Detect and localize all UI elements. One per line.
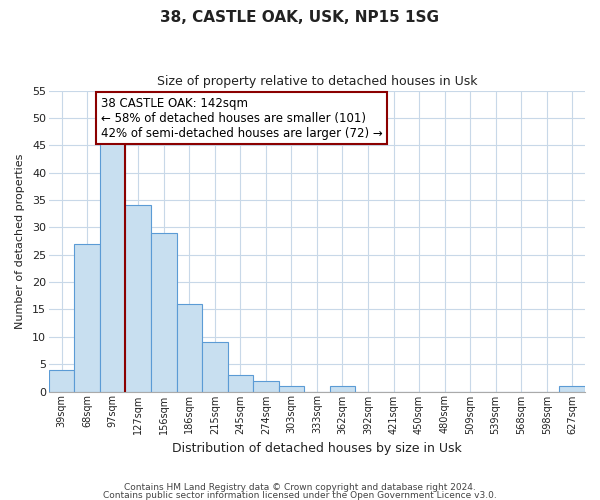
Bar [329,386,355,392]
Text: 38, CASTLE OAK, USK, NP15 1SG: 38, CASTLE OAK, USK, NP15 1SG [161,10,439,25]
Bar [559,386,585,392]
Bar [151,233,176,392]
X-axis label: Distribution of detached houses by size in Usk: Distribution of detached houses by size … [172,442,462,455]
Y-axis label: Number of detached properties: Number of detached properties [15,154,25,328]
Text: Contains HM Land Registry data © Crown copyright and database right 2024.: Contains HM Land Registry data © Crown c… [124,484,476,492]
Bar [202,342,227,392]
Text: Contains public sector information licensed under the Open Government Licence v3: Contains public sector information licen… [103,490,497,500]
Bar [253,380,278,392]
Bar [176,304,202,392]
Bar [100,140,125,392]
Bar [278,386,304,392]
Bar [74,244,100,392]
Bar [49,370,74,392]
Bar [227,375,253,392]
Bar [125,206,151,392]
Title: Size of property relative to detached houses in Usk: Size of property relative to detached ho… [157,75,477,88]
Text: 38 CASTLE OAK: 142sqm
← 58% of detached houses are smaller (101)
42% of semi-det: 38 CASTLE OAK: 142sqm ← 58% of detached … [101,96,383,140]
